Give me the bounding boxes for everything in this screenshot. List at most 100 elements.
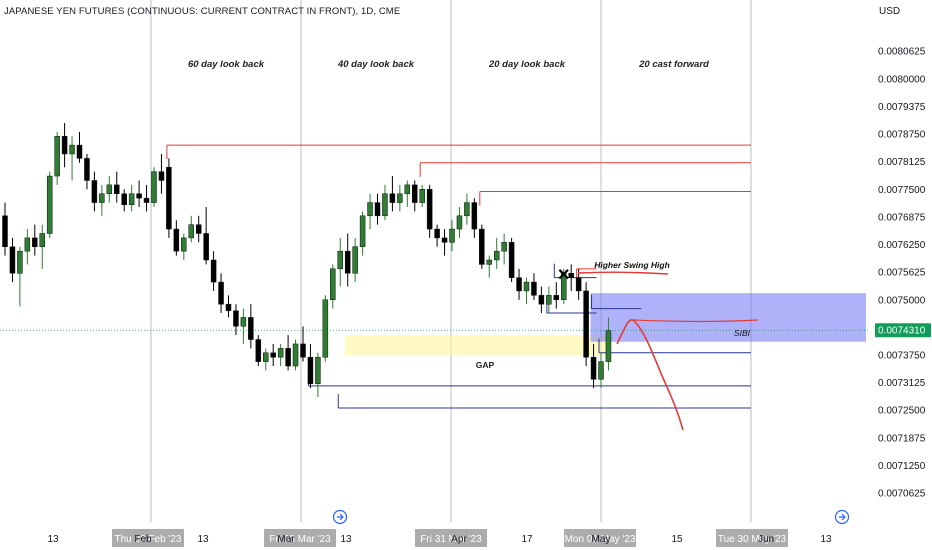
candle-body [195,224,202,234]
x-tick-label: Feb [134,534,152,545]
levels-layer [0,144,868,409]
candle-body [225,303,232,312]
candle-body [561,273,567,301]
candle-body [568,273,574,278]
sibi-label: SIBI [734,328,751,338]
section-label: 40 day look back [337,59,415,70]
candle-body [32,237,38,247]
candle-body [248,317,254,340]
candle-body [61,136,68,155]
candle-body [84,158,90,181]
candle-body [188,224,194,239]
date-highlight-label: Fri 03 Mar '23 [269,534,331,545]
date-highlight-badge [716,529,788,547]
candle-body [240,317,247,327]
arrow-icon [839,513,846,521]
x-tick-label: 17 [521,534,533,545]
candle-body [441,237,448,243]
date-highlight-label: Tue 30 May '23 [718,534,787,545]
candle-body [590,356,597,380]
x-tick-label: 13 [197,534,209,545]
date-highlight-badge [564,529,636,547]
x-tick-label: Mar [277,534,295,545]
chart-title: JAPANESE YEN FUTURES (CONTINUOUS: CURREN… [4,6,401,17]
x-mark: ✕ [557,267,570,284]
candle-body [531,281,537,296]
candles-layer [2,123,612,397]
candle-body [76,144,83,159]
x-tick-label: Jun [758,534,774,545]
y-tick-label: 0.0080625 [878,47,926,58]
candle-body [583,290,589,358]
candle-body [449,228,455,243]
y-tick-label: 0.0078125 [878,157,926,168]
currency-label: USD [879,6,901,17]
candle-body [523,281,530,292]
sibi-zone [590,293,866,342]
x-tick-label: Apr [451,534,467,545]
candle-body [136,193,142,199]
candle-body [352,246,358,274]
candle-body [114,184,120,194]
candle-body [2,215,8,247]
x-tick-label: 13 [340,534,352,545]
y-tick-label: 0.0070625 [878,489,926,500]
candle-body [270,352,276,358]
candle-body [337,250,343,270]
candle-body [158,171,165,181]
candle-body [508,242,515,278]
date-highlight-label: Fri 31 Mar '23 [420,534,482,545]
candle-body [546,295,552,305]
candle-body [300,343,306,358]
candle-body [605,330,612,362]
candle-body [166,166,172,230]
section-label: 20 day look back [488,59,566,70]
candle-body [9,246,16,274]
y-tick-label: 0.0078750 [878,130,926,141]
candle-body [404,184,411,194]
arrow-icon [337,513,344,521]
candle-body [91,180,98,203]
gap-label: GAP [476,360,495,370]
candle-body [151,171,157,203]
candle-body [46,175,53,234]
section-label: 20 cast forward [638,59,709,70]
date-highlight-badge [415,529,487,547]
candle-body [307,356,314,384]
candle-body [233,310,239,327]
grid-layer [150,0,752,522]
candle-body [218,281,224,305]
candle-body [143,197,150,203]
x-tick-label: 15 [671,534,683,545]
candle-body [471,202,478,230]
candle-body [39,233,45,247]
candle-body [285,348,291,367]
candle-body [575,277,582,292]
candle-body [17,250,23,274]
y-tick-label: 0.0076875 [878,212,926,223]
higher-swing-high-label: Higher Swing High [594,260,670,270]
x-tick-label: May [592,534,611,545]
y-tick-label: 0.0075000 [878,295,926,306]
annotations-layer: 60 day look back 40 day look back 20 day l… [188,59,759,431]
y-tick-label: 0.0077500 [878,185,926,196]
x-tick-label: 13 [47,534,59,545]
candle-body [292,343,299,367]
candle-body [412,184,418,203]
candle-body [99,193,105,203]
gap-zone [344,335,612,355]
candle-body [24,237,31,252]
candle-body [263,352,269,362]
candle-body [538,295,545,305]
candle-body [181,237,187,252]
candle-body [389,193,396,203]
candle-body [382,193,388,217]
candle-body [464,202,470,217]
y-tick-label: 0.0072500 [878,406,926,417]
sibi-scribble-line [632,319,759,323]
candle-body [255,339,262,362]
candle-body [397,193,403,203]
candle-body [277,348,284,358]
